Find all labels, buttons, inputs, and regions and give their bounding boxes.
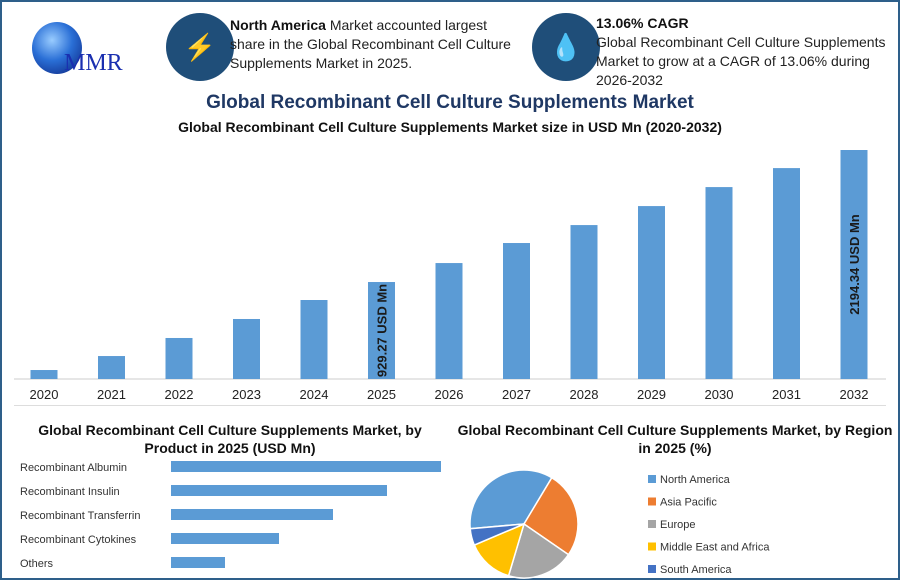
market-size-bar-chart: 2020 2021 2022 2023 2024 2025 929.27 USD Mn 202… [14, 150, 886, 402]
x-tick-label: 2028 [570, 387, 599, 402]
bar-2020 [30, 370, 58, 379]
x-tick-label: 2031 [772, 387, 801, 402]
legend-swatch [648, 542, 656, 551]
globe-icon [32, 22, 82, 74]
legend-swatch [648, 497, 656, 506]
bar-recombinant-insulin [171, 485, 387, 496]
bar-2025 [368, 282, 395, 379]
north-america-info: North America Market accounted largest s… [230, 16, 520, 73]
bar-chart-title: Global Recombinant Cell Culture Suppleme… [178, 119, 722, 135]
bar-recombinant-cytokines [171, 533, 279, 544]
info-bold: 13.06% CAGR [596, 15, 689, 31]
x-tick-label: 2027 [502, 387, 531, 402]
cagr-info: 13.06% CAGR Global Recombinant Cell Cultu… [596, 14, 896, 90]
bar-2028 [570, 225, 598, 379]
x-tick-label: 2020 [30, 387, 59, 402]
x-tick-label: 2030 [705, 387, 734, 402]
info-bold: North America [230, 17, 326, 33]
x-tick-label: 2024 [300, 387, 329, 402]
x-tick-label: 2032 [840, 387, 869, 402]
legend-label: Middle East and Africa [660, 542, 770, 554]
bar-2024 [300, 299, 328, 379]
legend-label: Asia Pacific [660, 497, 717, 509]
region-chart-title: Global Recombinant Cell Culture Suppleme… [457, 422, 893, 456]
info-text: Global Recombinant Cell Culture Suppleme… [596, 34, 886, 88]
logo-text: MMR [64, 50, 123, 76]
category-label: Others [20, 558, 54, 570]
x-tick-label: 2021 [97, 387, 126, 402]
bar-recombinant-albumin [171, 461, 441, 472]
drop-icon: 💧 [532, 13, 600, 81]
x-tick-label: 2026 [435, 387, 464, 402]
x-tick-label: 2025 [367, 387, 396, 402]
x-tick-label: 2022 [165, 387, 194, 402]
info-text: Market accounted largest share in the Gl… [230, 17, 511, 71]
category-label: Recombinant Transferrin [20, 510, 140, 522]
legend-swatch [648, 520, 656, 528]
lightning-icon: ⚡ [166, 13, 234, 81]
product-bar-chart: Recombinant Albumin Recombinant Insulin Re… [20, 461, 441, 570]
category-label: Recombinant Insulin [20, 486, 120, 498]
bar-2022 [165, 337, 193, 379]
category-label: Recombinant Cytokines [20, 534, 137, 546]
bar-2026 [435, 263, 463, 379]
pie-slice-asia-pacific [522, 476, 579, 556]
bar-2029 [638, 206, 665, 379]
bar-2021 [98, 356, 125, 379]
legend-label: North America [660, 474, 731, 486]
mmr-logo: MMR [28, 18, 138, 88]
legend-label: South America [660, 564, 732, 576]
region-pie-chart: North America Asia Pacific Europe Middle Ea… [469, 469, 770, 579]
pie-slice-south-america [469, 523, 525, 547]
x-tick-label: 2029 [637, 387, 666, 402]
legend-label: Europe [660, 519, 695, 531]
bar-2027 [503, 243, 530, 379]
legend-swatch [648, 475, 656, 483]
divider [14, 405, 886, 406]
bar-2023 [233, 318, 260, 379]
data-label-2032: 2194.34 USD Mn [847, 214, 862, 314]
pie-slice-north-america [469, 469, 553, 530]
main-title: Global Recombinant Cell Culture Suppleme… [206, 92, 694, 113]
bar-2031 [773, 168, 800, 379]
bar-recombinant-transferrin [171, 509, 333, 520]
product-chart-title: Global Recombinant Cell Culture Suppleme… [38, 422, 422, 456]
bar-others [171, 557, 225, 568]
x-tick-label: 2023 [232, 387, 261, 402]
legend-swatch [648, 565, 656, 573]
bar-2032 [840, 150, 868, 379]
category-label: Recombinant Albumin [20, 462, 127, 474]
bar-2030 [705, 187, 733, 379]
data-label-2025: 929.27 USD Mn [375, 284, 390, 377]
pie-slice-europe [507, 522, 570, 579]
